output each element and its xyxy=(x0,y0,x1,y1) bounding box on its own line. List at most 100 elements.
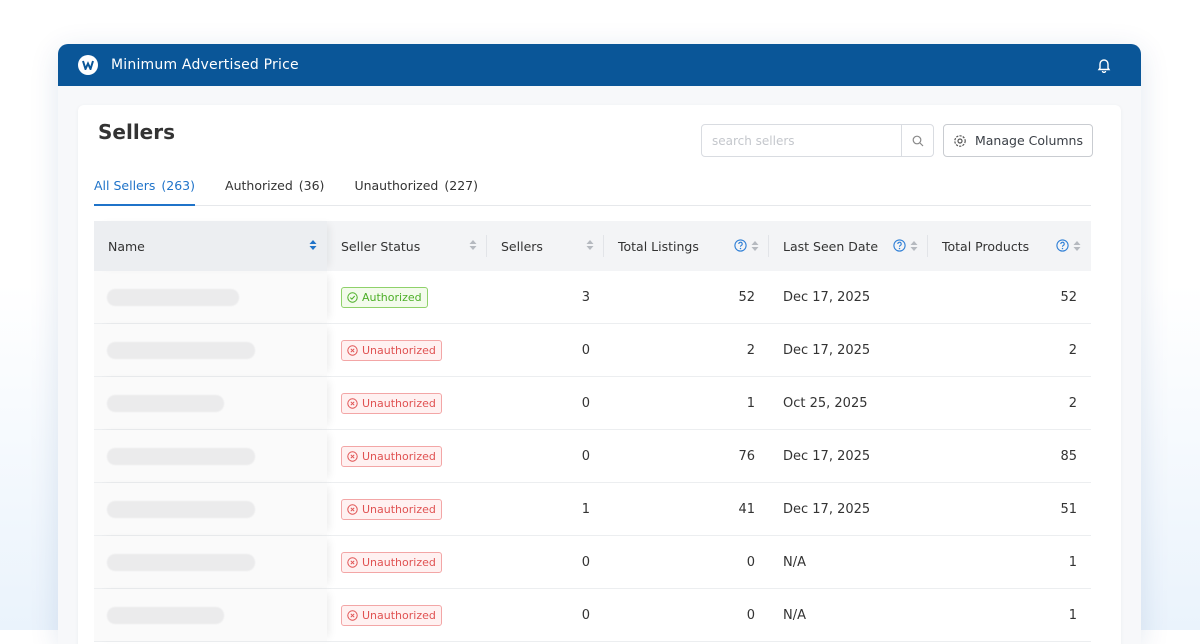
status-icon xyxy=(347,291,358,303)
last-seen-date: Dec 17, 2025 xyxy=(783,501,871,517)
total-listings: 76 xyxy=(738,448,755,464)
redacted-name xyxy=(107,500,255,518)
table-row[interactable]: Unauthorized 0 0 N/A 1 xyxy=(94,536,1091,589)
total-products: 51 xyxy=(1060,501,1077,517)
total-products: 52 xyxy=(1060,289,1077,305)
status-badge: Unauthorized xyxy=(341,604,442,626)
status-text: Unauthorized xyxy=(362,343,436,357)
manage-columns-button[interactable]: Manage Columns xyxy=(943,124,1093,157)
search-box[interactable]: search sellers xyxy=(701,124,934,157)
redacted-name xyxy=(107,553,255,571)
total-products: 1 xyxy=(1068,607,1077,623)
sellers-table: Name Seller Status Sellers Total Listing… xyxy=(94,221,1091,642)
redacted-name xyxy=(107,341,255,359)
total-listings: 1 xyxy=(746,395,755,411)
status-text: Unauthorized xyxy=(362,555,436,569)
tab[interactable]: Authorized (36) xyxy=(225,175,324,206)
status-cell: Unauthorized xyxy=(327,589,487,641)
name-cell xyxy=(94,589,327,641)
last-seen-date: Dec 17, 2025 xyxy=(783,448,871,464)
last-seen-date: N/A xyxy=(783,607,806,623)
status-icon xyxy=(347,503,358,515)
redacted-name xyxy=(107,288,239,306)
status-icon xyxy=(347,344,358,356)
column-title: Name xyxy=(108,238,145,254)
tab-label: Unauthorized xyxy=(354,178,439,193)
tab-count: (36) xyxy=(298,178,325,193)
column-header[interactable]: Total Listings xyxy=(604,221,769,271)
column-header[interactable]: Seller Status xyxy=(327,221,487,271)
redacted-name xyxy=(107,606,224,624)
sellers-count: 3 xyxy=(581,289,590,305)
status-cell: Authorized xyxy=(327,271,487,323)
last-seen-date: N/A xyxy=(783,554,806,570)
total-listings: 41 xyxy=(738,501,755,517)
name-cell xyxy=(94,377,327,429)
tab-label: Authorized xyxy=(225,178,293,193)
total-products: 2 xyxy=(1068,395,1077,411)
table-row[interactable]: Unauthorized 0 1 Oct 25, 2025 2 xyxy=(94,377,1091,430)
search-button[interactable] xyxy=(901,125,933,156)
total-products: 1 xyxy=(1068,554,1077,570)
tab-label: All Sellers xyxy=(94,178,156,193)
tab[interactable]: All Sellers (263) xyxy=(94,175,196,206)
redacted-name xyxy=(107,394,224,412)
status-badge: Unauthorized xyxy=(341,392,442,414)
table-row[interactable]: Authorized 3 52 Dec 17, 2025 52 xyxy=(94,271,1091,324)
tab-count: (263) xyxy=(161,178,196,193)
status-badge: Authorized xyxy=(341,286,428,308)
last-seen-date: Dec 17, 2025 xyxy=(783,289,871,305)
name-cell xyxy=(94,324,327,376)
last-seen-date: Oct 25, 2025 xyxy=(783,395,868,411)
tab-bar: All Sellers (263) Authorized (36) Unauthoriz… xyxy=(94,175,1091,206)
name-cell xyxy=(94,536,327,588)
status-text: Authorized xyxy=(362,290,422,304)
table-row[interactable]: Unauthorized 0 2 Dec 17, 2025 2 xyxy=(94,324,1091,377)
column-header[interactable]: Total Products xyxy=(928,221,1091,271)
search-placeholder: search sellers xyxy=(712,134,795,148)
sellers-count: 0 xyxy=(581,448,590,464)
status-badge: Unauthorized xyxy=(341,498,442,520)
status-badge: Unauthorized xyxy=(341,339,442,361)
column-header[interactable]: Sellers xyxy=(487,221,604,271)
status-cell: Unauthorized xyxy=(327,430,487,482)
table-row[interactable]: Unauthorized 0 0 N/A 1 xyxy=(94,589,1091,642)
table-row[interactable]: Unauthorized 1 41 Dec 17, 2025 51 xyxy=(94,483,1091,536)
name-cell xyxy=(94,483,327,535)
status-text: Unauthorized xyxy=(362,502,436,516)
sellers-count: 0 xyxy=(581,395,590,411)
logo xyxy=(78,55,98,75)
column-title: Sellers xyxy=(501,238,543,254)
app-title: Minimum Advertised Price xyxy=(111,57,299,73)
sellers-count: 0 xyxy=(581,607,590,623)
status-icon xyxy=(347,450,358,462)
notification-bell[interactable] xyxy=(1097,57,1111,73)
column-header[interactable]: Name xyxy=(94,221,327,271)
total-products: 2 xyxy=(1068,342,1077,358)
name-cell xyxy=(94,271,327,323)
status-cell: Unauthorized xyxy=(327,377,487,429)
page-title: Sellers xyxy=(98,120,176,144)
sellers-count: 1 xyxy=(581,501,590,517)
table-row[interactable]: Unauthorized 0 76 Dec 17, 2025 85 xyxy=(94,430,1091,483)
top-bar: Minimum Advertised Price xyxy=(58,44,1141,86)
status-badge: Unauthorized xyxy=(341,551,442,573)
column-title: Last Seen Date xyxy=(783,238,879,254)
sellers-count: 0 xyxy=(581,342,590,358)
status-icon xyxy=(347,397,358,409)
sellers-panel: Sellers search sellers Manage Columns Al… xyxy=(78,105,1121,644)
manage-columns-label: Manage Columns xyxy=(974,133,1083,148)
column-title: Seller Status xyxy=(341,238,421,254)
status-text: Unauthorized xyxy=(362,396,436,410)
app-window: Minimum Advertised Price Sellers search … xyxy=(58,44,1141,644)
column-header[interactable]: Last Seen Date xyxy=(769,221,928,271)
status-cell: Unauthorized xyxy=(327,483,487,535)
total-products: 85 xyxy=(1060,448,1077,464)
status-cell: Unauthorized xyxy=(327,536,487,588)
redacted-name xyxy=(107,447,255,465)
last-seen-date: Dec 17, 2025 xyxy=(783,342,871,358)
tab-count: (227) xyxy=(444,178,478,193)
tab[interactable]: Unauthorized (227) xyxy=(354,175,478,206)
name-cell xyxy=(94,430,327,482)
